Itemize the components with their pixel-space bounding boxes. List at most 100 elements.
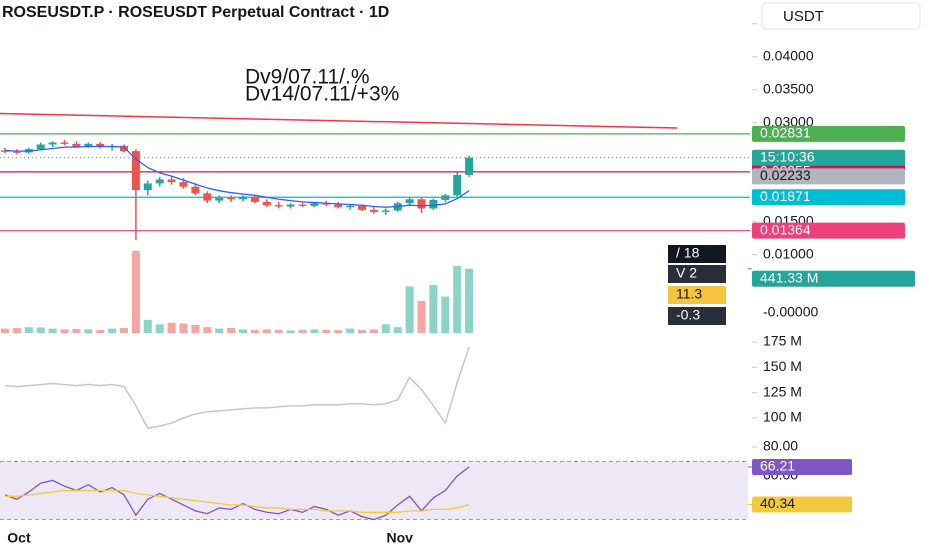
candle-body — [250, 196, 259, 202]
volume-bar — [155, 324, 164, 333]
y-tick-label: 0.01000 — [763, 245, 814, 261]
currency-button[interactable] — [761, 2, 921, 30]
volume-bar — [262, 329, 271, 333]
price-badge — [752, 270, 915, 287]
volume-bar — [96, 330, 105, 333]
overlay-box — [668, 245, 726, 263]
header-title: ROSEUSDT.P · ROSEUSDT Perpetual Contract… — [2, 4, 389, 21]
price-badge — [752, 222, 905, 239]
candle-body — [1, 150, 9, 152]
volume-bar — [405, 286, 414, 333]
price-badge — [752, 189, 905, 206]
volume-bar — [417, 300, 426, 333]
volume-bar — [167, 322, 176, 333]
currency-label[interactable]: USDT — [783, 8, 824, 25]
volume-bar — [334, 330, 343, 333]
overlay-box — [668, 307, 726, 325]
candle-body — [310, 203, 319, 206]
y-tick-label: 150 M — [763, 358, 802, 374]
candle-body — [322, 203, 331, 205]
volume-bar — [60, 329, 69, 333]
candle-body — [453, 174, 462, 196]
y-tick-label: 80.00 — [763, 438, 798, 454]
price-badge-label: 0.01871 — [760, 188, 811, 204]
volume-bar — [203, 327, 212, 333]
volume-bar — [239, 329, 247, 333]
candle-body — [179, 182, 188, 187]
candle-body — [60, 142, 69, 144]
price-badge — [752, 125, 905, 142]
candle-body — [143, 183, 152, 191]
volume-bar — [310, 329, 319, 333]
candle-body — [155, 179, 164, 184]
price-badge-label: 0.02233 — [760, 167, 811, 183]
candle-body — [334, 204, 343, 208]
annotation: Dv14/07.11/+3% — [245, 83, 399, 106]
volume-bar — [393, 327, 402, 333]
volume-bar — [12, 327, 21, 333]
candle-body — [286, 204, 295, 207]
price-badge-label: 0.02831 — [760, 125, 811, 141]
volume-bar — [131, 251, 140, 333]
price-badge-label: 40.34 — [760, 495, 795, 511]
volume-bar — [429, 284, 438, 333]
candle-body — [131, 151, 140, 191]
volume-bar — [72, 328, 81, 333]
volume-bar — [24, 327, 33, 333]
candle-body — [215, 197, 224, 201]
line-series — [4, 346, 470, 429]
overlay-box — [668, 265, 726, 283]
candle-body — [120, 145, 128, 152]
volume-bar — [286, 330, 295, 333]
volume-bar — [84, 329, 93, 333]
volume-bar — [1, 328, 9, 333]
volume-bar — [36, 327, 45, 333]
volume-bar — [358, 330, 366, 333]
volume-bar — [465, 268, 474, 333]
candle-body — [84, 143, 93, 147]
volume-bar — [298, 330, 307, 333]
volume-bar — [120, 327, 128, 333]
candle-body — [36, 144, 45, 150]
trendline — [0, 112, 678, 129]
price-badge-label: 15:10:36 — [760, 148, 815, 164]
line-series — [5, 489, 470, 513]
volume-bar — [441, 296, 450, 333]
volume-bar — [346, 328, 355, 333]
overlay-label: 11.3 — [676, 286, 702, 302]
volume-bar — [274, 329, 283, 333]
header-bar — [0, 0, 750, 24]
line-series — [4, 145, 470, 208]
y-tick-label: 0.03000 — [763, 113, 814, 129]
candle-body — [429, 199, 438, 209]
candle-body — [191, 186, 200, 194]
y-tick-label: 0.03500 — [763, 80, 814, 96]
y-tick-label: 0.04000 — [763, 47, 814, 63]
volume-bar — [191, 324, 200, 333]
candle-body — [417, 199, 426, 209]
candle-body — [48, 142, 57, 145]
candle-body — [298, 204, 307, 206]
volume-bar — [453, 266, 462, 333]
candle-body — [381, 210, 390, 212]
volume-bar — [179, 323, 188, 333]
overlay-label: V 2 — [676, 265, 697, 281]
candle-body — [239, 196, 247, 200]
volume-bar — [322, 329, 331, 333]
volume-bar — [143, 319, 152, 333]
volume-bar — [250, 330, 259, 333]
candle-body — [465, 157, 474, 175]
candle-body — [369, 209, 378, 212]
candle-body — [96, 143, 105, 148]
y-tick-label: 175 M — [763, 333, 802, 349]
y-tick-label: 100 M — [763, 409, 802, 425]
line-series — [4, 466, 470, 521]
volume-bar — [369, 329, 378, 333]
x-tick-label: Oct — [7, 530, 31, 546]
overlay-label: -0.00000 — [763, 304, 818, 320]
price-badge-label: 66.21 — [760, 458, 795, 474]
price-badge — [752, 496, 852, 513]
candle-body — [274, 205, 283, 207]
candle-body — [346, 205, 355, 208]
